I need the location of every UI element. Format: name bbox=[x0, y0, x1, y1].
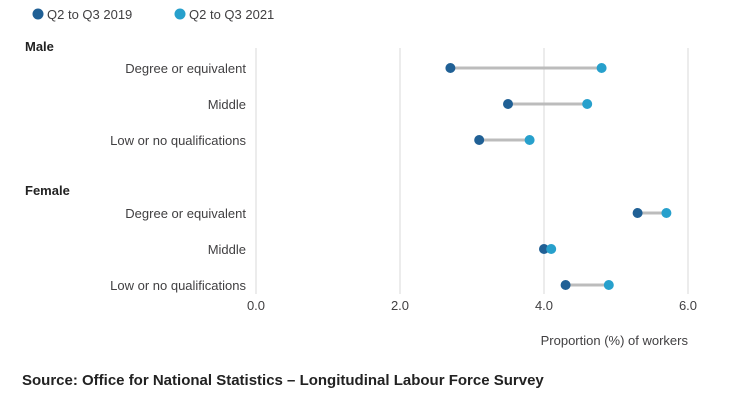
legend-marker bbox=[32, 8, 44, 20]
category-label: Degree or equivalent bbox=[125, 206, 246, 221]
group-label: Female bbox=[25, 183, 70, 198]
data-point-2021 bbox=[596, 63, 607, 73]
legend-item: Q2 to Q3 2021 bbox=[174, 7, 274, 22]
category-labels: Male Degree or equivalent Middle Low or no … bbox=[25, 39, 246, 293]
category-label: Middle bbox=[208, 242, 246, 257]
category-label: Low or no qualifications bbox=[110, 278, 246, 293]
data-point-2019 bbox=[474, 135, 485, 145]
x-tick-label: 2.0 bbox=[391, 298, 409, 313]
data-point-2019 bbox=[560, 280, 571, 290]
data-point-2021 bbox=[546, 244, 557, 254]
data-point-2019 bbox=[445, 63, 456, 73]
x-tick-label: 4.0 bbox=[535, 298, 553, 313]
x-axis-title: Proportion (%) of workers bbox=[541, 333, 689, 348]
legend-label: Q2 to Q3 2021 bbox=[189, 7, 274, 22]
data-point-2021 bbox=[524, 135, 535, 145]
dumbbell-chart: Q2 to Q3 2019 Q2 to Q3 2021 Male Degree or… bbox=[25, 7, 697, 348]
legend: Q2 to Q3 2019 Q2 to Q3 2021 bbox=[32, 7, 274, 22]
category-label: Middle bbox=[208, 97, 246, 112]
data-point-2019 bbox=[503, 99, 513, 109]
data-marks bbox=[445, 63, 672, 290]
x-tick-label: 6.0 bbox=[679, 298, 697, 313]
source-note: Source: Office for National Statistics –… bbox=[22, 372, 544, 389]
data-point-2021 bbox=[582, 99, 593, 109]
data-point-2021 bbox=[603, 280, 614, 290]
group-label: Male bbox=[25, 39, 54, 54]
data-point-2019 bbox=[539, 244, 549, 254]
gridlines bbox=[255, 48, 689, 294]
data-point-2019 bbox=[632, 208, 643, 218]
category-label: Degree or equivalent bbox=[125, 61, 246, 76]
x-tick-label: 0.0 bbox=[247, 298, 265, 313]
legend-marker bbox=[174, 8, 186, 20]
legend-label: Q2 to Q3 2019 bbox=[47, 7, 132, 22]
x-axis-ticks: 0.0 2.0 4.0 6.0 bbox=[247, 298, 697, 313]
category-label: Low or no qualifications bbox=[110, 133, 246, 148]
legend-item: Q2 to Q3 2019 bbox=[32, 7, 132, 22]
data-point-2021 bbox=[661, 208, 672, 218]
